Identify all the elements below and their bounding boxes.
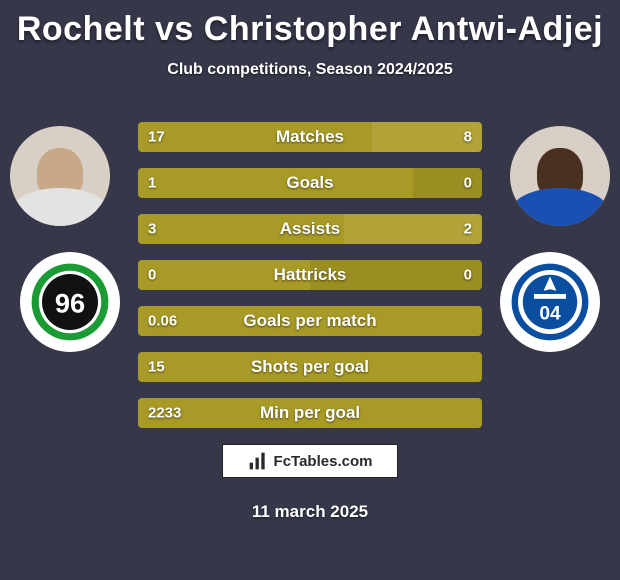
- stat-label: Goals: [138, 173, 482, 193]
- stat-row: 2233Min per goal: [138, 398, 482, 428]
- subtitle: Club competitions, Season 2024/2025: [0, 61, 620, 79]
- player2-name: Christopher Antwi-Adjej: [204, 10, 603, 48]
- date-text: 11 march 2025: [0, 502, 620, 522]
- stat-label: Goals per match: [138, 311, 482, 331]
- stat-row: 15Shots per goal: [138, 352, 482, 382]
- fctables-logo: FcTables.com: [222, 444, 398, 478]
- comparison-bars: 178Matches 10Goals 32Assists 00Hattricks 0.0…: [138, 122, 482, 444]
- player1-club-badge: 96: [20, 252, 120, 352]
- player1-avatar: [10, 126, 110, 226]
- player2-club-badge: 04: [500, 252, 600, 352]
- stat-label: Min per goal: [138, 403, 482, 423]
- brand-text: FcTables.com: [274, 453, 373, 470]
- player1-name: Rochelt: [17, 10, 145, 48]
- svg-text:04: 04: [539, 304, 561, 325]
- stat-label: Shots per goal: [138, 357, 482, 377]
- stat-row: 0.06Goals per match: [138, 306, 482, 336]
- stat-label: Assists: [138, 219, 482, 239]
- stat-row: 32Assists: [138, 214, 482, 244]
- player2-avatar: [510, 126, 610, 226]
- svg-text:96: 96: [55, 287, 85, 318]
- stat-row: 10Goals: [138, 168, 482, 198]
- stat-row: 00Hattricks: [138, 260, 482, 290]
- stat-row: 178Matches: [138, 122, 482, 152]
- vs-text: vs: [155, 10, 194, 48]
- schalke-04-badge-icon: 04: [510, 262, 590, 342]
- bar-chart-icon: [248, 451, 268, 471]
- stat-label: Matches: [138, 127, 482, 147]
- hannover-96-badge-icon: 96: [30, 262, 110, 342]
- stat-label: Hattricks: [138, 265, 482, 285]
- comparison-title: Rochelt vs Christopher Antwi-Adjej: [0, 0, 620, 49]
